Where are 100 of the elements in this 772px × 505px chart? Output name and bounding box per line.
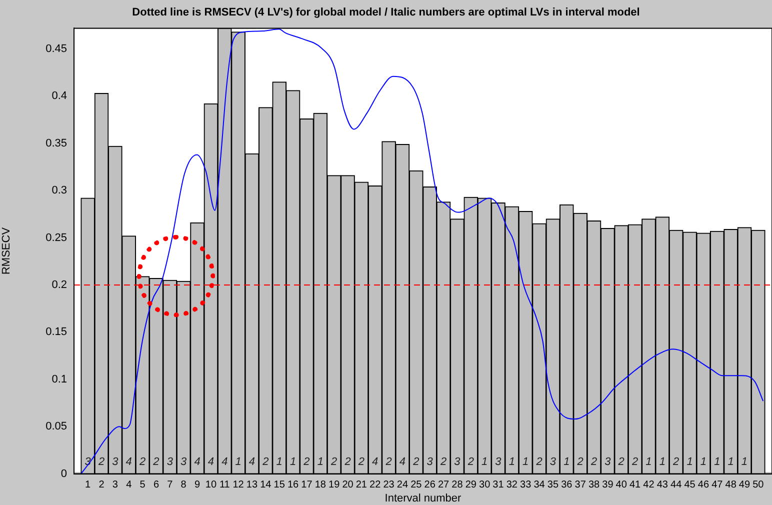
x-tick-label: 14 [260, 480, 272, 491]
x-tick-label: 18 [314, 480, 326, 491]
x-tick-label: 37 [574, 480, 586, 491]
annotation: 4 [208, 456, 214, 468]
x-tick-label: 4 [126, 480, 132, 491]
annotation: 1 [522, 456, 529, 468]
chart-title: Dotted line is RMSECV (4 LV's) for global model / Italic numbers are optimal LVs in interval model [132, 6, 640, 19]
x-axis-title: Interval number [384, 492, 462, 504]
x-tick-label: 20 [342, 480, 354, 491]
annotation: 3 [180, 456, 188, 468]
x-tick-label: 19 [328, 480, 340, 491]
x-tick-label: 21 [356, 480, 368, 491]
x-tick-label: 44 [670, 480, 682, 491]
x-tick-label: 49 [738, 480, 750, 491]
x-tick-label: 42 [643, 480, 655, 491]
x-tick-label: 1 [85, 480, 92, 491]
annotation: 1 [290, 456, 296, 468]
annotation: 3 [166, 456, 174, 468]
x-tick-label: 3 [112, 480, 118, 491]
x-tick-label: 12 [232, 480, 244, 491]
annotation: 1 [235, 456, 242, 468]
annotation: 3 [112, 456, 120, 468]
annotation: 2 [330, 456, 338, 468]
x-tick-label: 9 [194, 480, 200, 491]
x-tick-label: 28 [452, 480, 464, 491]
y-tick-label: 0.35 [46, 137, 67, 150]
annotation: 2 [590, 456, 598, 468]
annotation: 2 [384, 456, 392, 468]
x-tick-label: 40 [616, 480, 628, 491]
annotation: 1 [482, 456, 488, 468]
x-tick-label: 24 [396, 480, 408, 491]
annotation: 3 [550, 456, 557, 468]
annotation: 1 [508, 456, 515, 468]
annotation: 3 [495, 456, 502, 468]
annotation: 2 [344, 456, 351, 468]
x-tick-label: 45 [684, 480, 696, 491]
annotation: 1 [741, 456, 748, 468]
x-tick-label: 38 [588, 480, 600, 491]
annotation: 4 [194, 456, 200, 468]
annotation: 2 [138, 456, 146, 468]
annotation: 1 [276, 456, 282, 468]
x-tick-label: 17 [301, 480, 313, 491]
x-tick-label: 39 [602, 480, 614, 491]
x-tick-label: 5 [140, 480, 146, 491]
x-tick-label: 34 [534, 480, 546, 491]
annotation: 2 [97, 456, 105, 468]
x-tick-label: 6 [153, 480, 160, 491]
annotation: 2 [302, 456, 310, 468]
x-tick-label: 23 [383, 480, 395, 491]
annotation: 2 [672, 456, 680, 468]
x-tick-label: 10 [205, 480, 217, 491]
y-tick-label: 0.15 [46, 326, 67, 338]
x-tick-label: 8 [180, 480, 187, 491]
annotation: 4 [126, 456, 132, 468]
annotation: 2 [439, 456, 447, 468]
y-tick-label: 0.25 [46, 232, 67, 244]
annotation: 1 [564, 456, 570, 468]
annotation: 2 [466, 456, 474, 468]
annotation: 4 [222, 456, 228, 468]
x-tick-label: 50 [752, 480, 764, 491]
line-series [80, 28, 764, 474]
annotation: 2 [630, 456, 638, 468]
x-tick-label: 31 [492, 480, 504, 491]
x-tick-label: 26 [424, 480, 436, 491]
x-tick-label: 46 [698, 480, 710, 491]
y-axis-title: RMSECV [0, 226, 13, 275]
x-tick-label: 25 [410, 480, 422, 491]
annotation: 2 [535, 456, 542, 468]
y-tick-label: 0.4 [52, 90, 67, 102]
annotation: 3 [454, 456, 462, 468]
y-tick-label: 0.45 [46, 43, 67, 55]
x-tick-label: 29 [465, 480, 477, 491]
x-tick-label: 2 [98, 480, 105, 491]
annotation: 3 [426, 456, 434, 468]
x-tick-label: 15 [274, 480, 286, 491]
annotation: 1 [646, 456, 652, 468]
x-tick-label: 22 [370, 480, 382, 491]
annotation: 1 [659, 456, 666, 468]
y-tick-label: 0.05 [46, 420, 67, 433]
annotation: 3 [604, 456, 612, 468]
x-tick-label: 27 [438, 480, 450, 491]
annotation: 4 [399, 456, 406, 468]
x-tick-label: 11 [219, 480, 230, 491]
annotation: 2 [152, 456, 160, 468]
annotation: 4 [248, 456, 256, 468]
annotation: 1 [317, 456, 324, 468]
annotation: 2 [576, 456, 584, 468]
x-tick-label: 16 [287, 480, 300, 491]
x-tick-label: 36 [561, 480, 573, 491]
x-tick-label: 48 [725, 480, 737, 491]
x-tick-label: 30 [479, 480, 491, 491]
x-tick-label: 47 [712, 480, 724, 491]
y-tick-label: 0.2 [52, 279, 67, 292]
y-tick-label: 0.1 [52, 373, 67, 386]
annotation: 1 [700, 456, 707, 468]
x-tick-label: 13 [246, 480, 258, 491]
annotation: 1 [714, 456, 720, 468]
x-tick-label: 7 [167, 480, 174, 491]
annotation: 2 [617, 456, 624, 468]
annotation: 2 [357, 456, 364, 468]
